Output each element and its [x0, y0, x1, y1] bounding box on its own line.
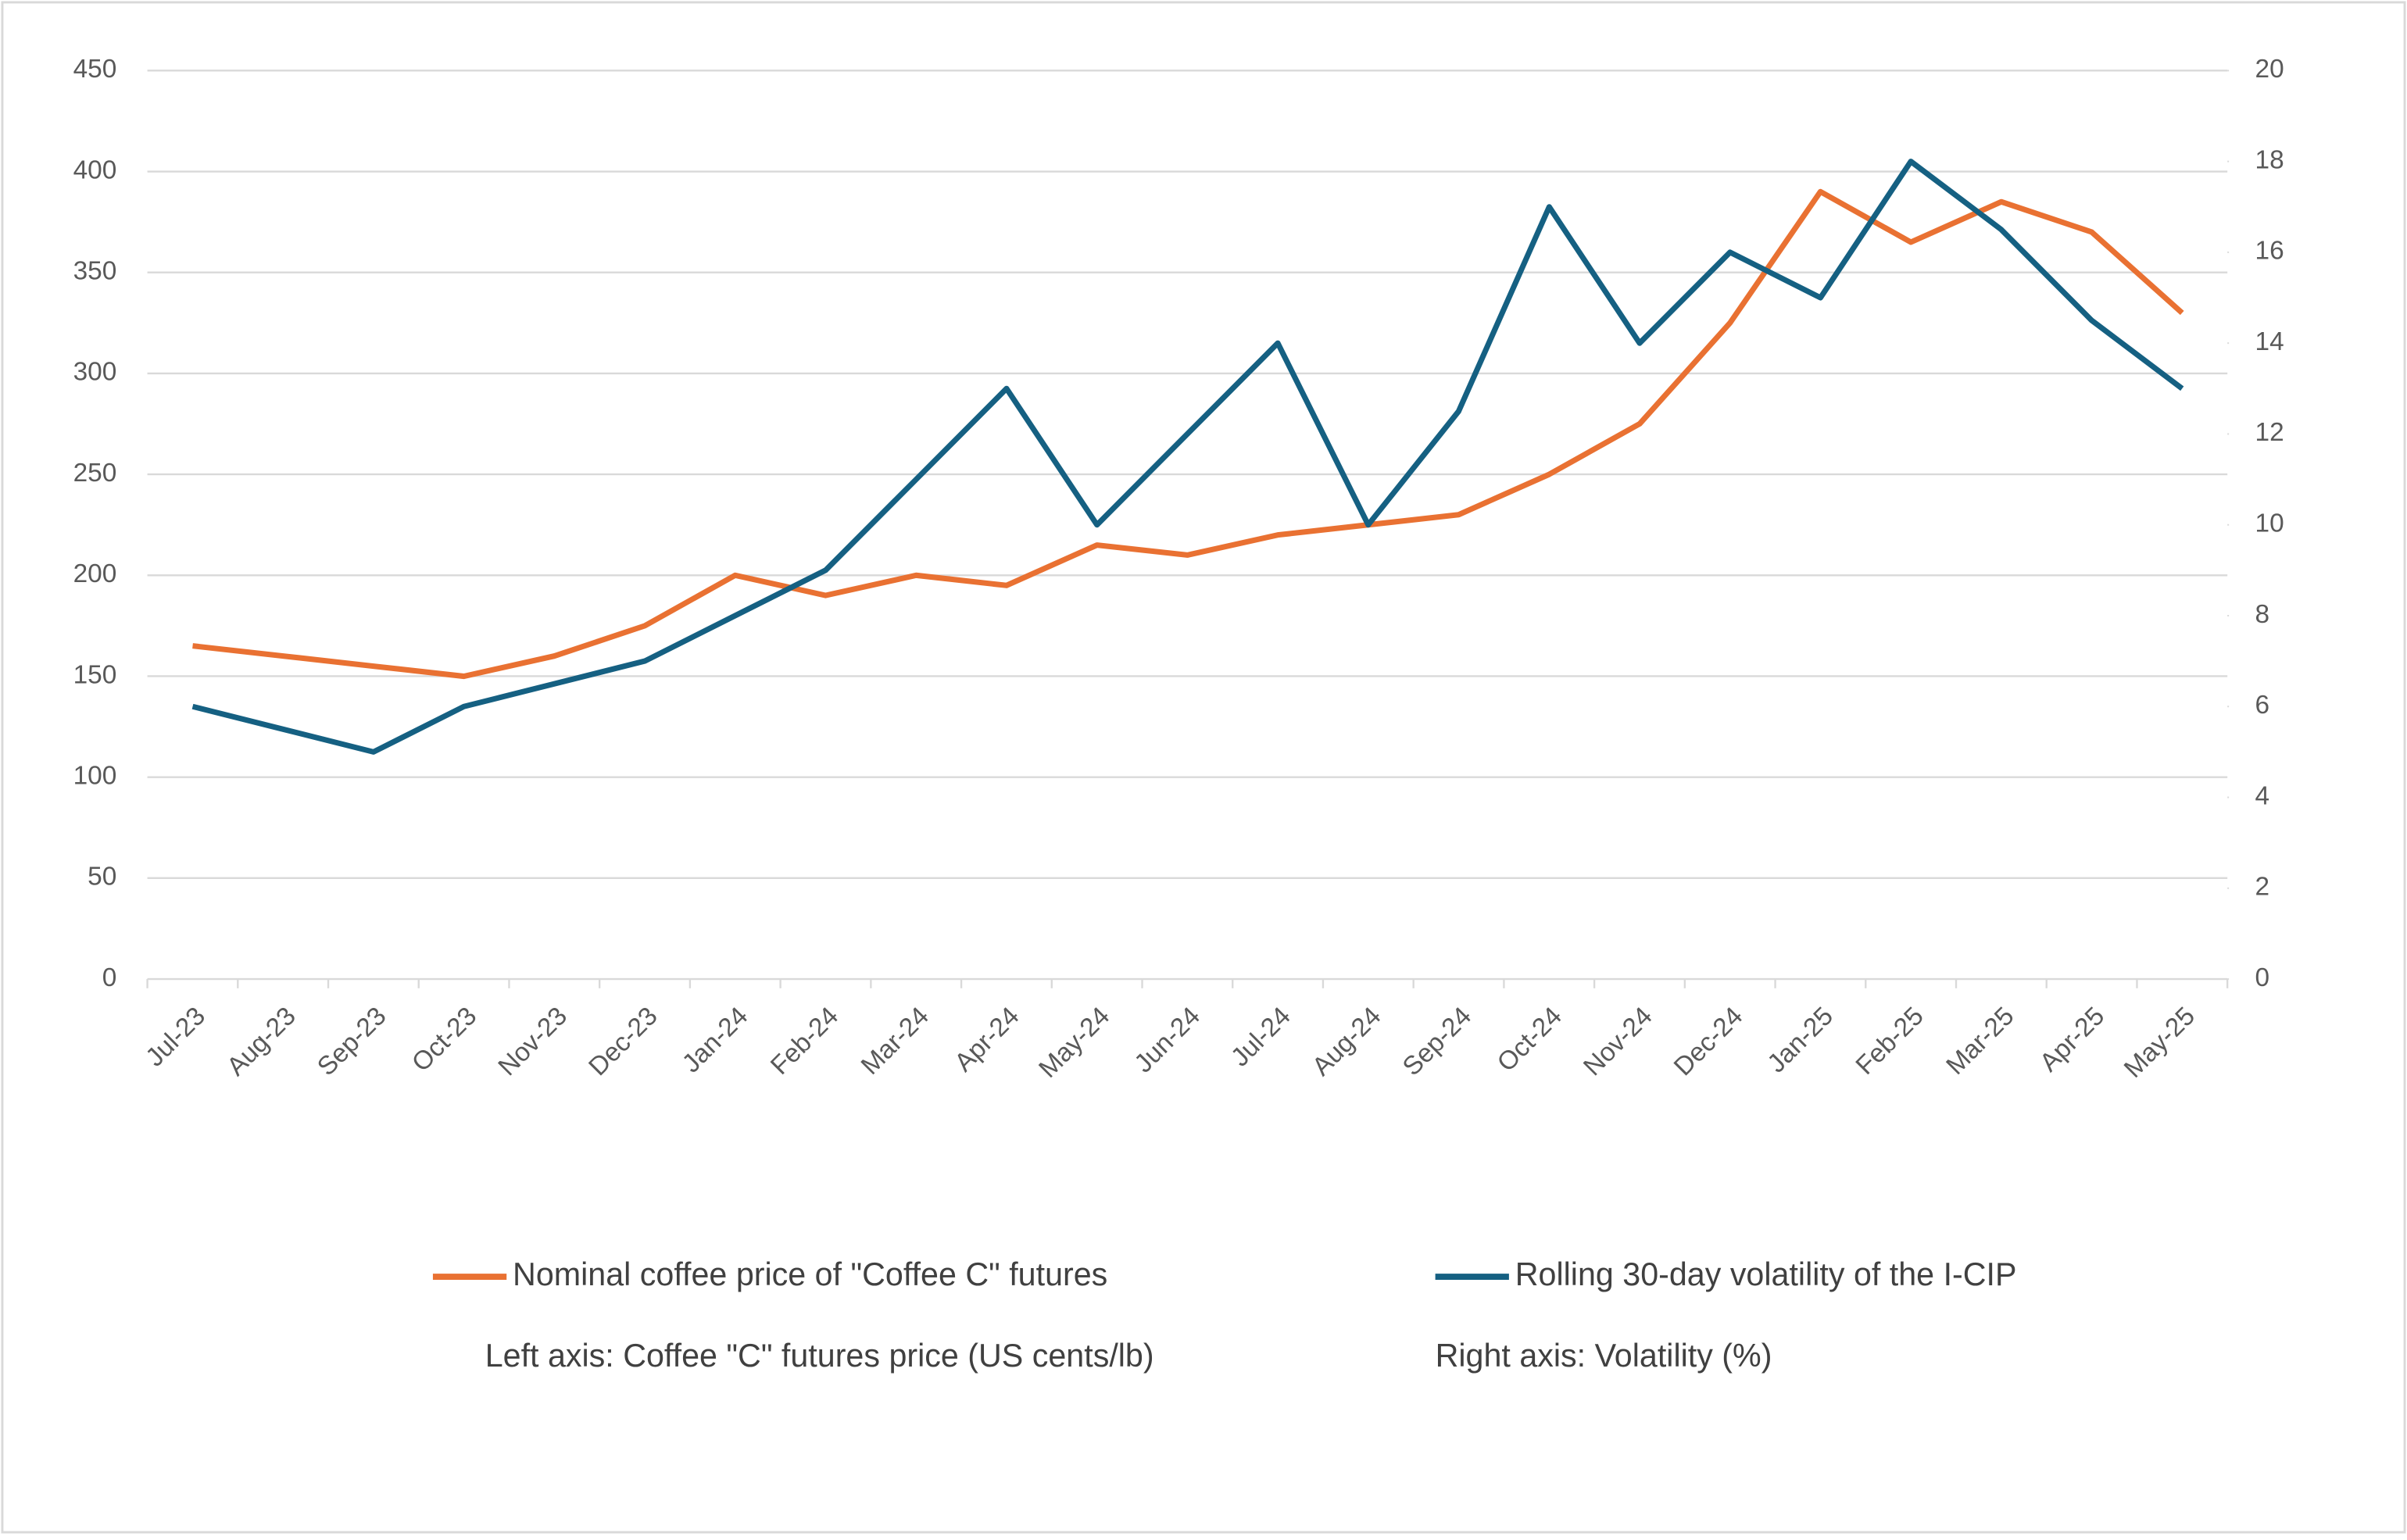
y-tick-label: 50 [88, 863, 116, 891]
y2-tick-label: 10 [2255, 509, 2284, 538]
y-tick-label: 250 [73, 459, 117, 488]
series-line [192, 188, 2184, 680]
legend-label: Rolling 30-day volatility of the I-CIP [1515, 1256, 2017, 1292]
y-tick-label: 100 [73, 761, 117, 790]
y-tick-label: 350 [73, 257, 117, 286]
legend-label: Nominal coffee price of "Coffee C" futur… [513, 1256, 1107, 1292]
y-tick-label: 150 [73, 660, 117, 689]
y2-tick-label: 18 [2255, 145, 2284, 174]
y-tick-label: 0 [102, 963, 117, 992]
y2-tick-label: 8 [2255, 600, 2270, 629]
y-tick-label: 450 [73, 55, 117, 84]
y2-axis-note: Right axis: Volatility (%) [1436, 1338, 1772, 1374]
y2-tick-label: 0 [2255, 963, 2270, 992]
y-tick-label: 300 [73, 358, 117, 387]
y-tick-label: 400 [73, 155, 117, 184]
y-tick-label: 200 [73, 559, 117, 588]
y2-tick-label: 2 [2255, 873, 2270, 902]
y-axis-note: Left axis: Coffee "C" futures price (US … [485, 1338, 1154, 1374]
y2-tick-label: 20 [2255, 55, 2284, 84]
y2-tick-label: 12 [2255, 418, 2284, 447]
y2-tick-label: 14 [2255, 327, 2284, 356]
y2-tick-label: 16 [2255, 237, 2284, 266]
y2-tick-label: 6 [2255, 691, 2270, 720]
series-line [191, 159, 2184, 755]
y2-tick-label: 4 [2255, 781, 2270, 810]
